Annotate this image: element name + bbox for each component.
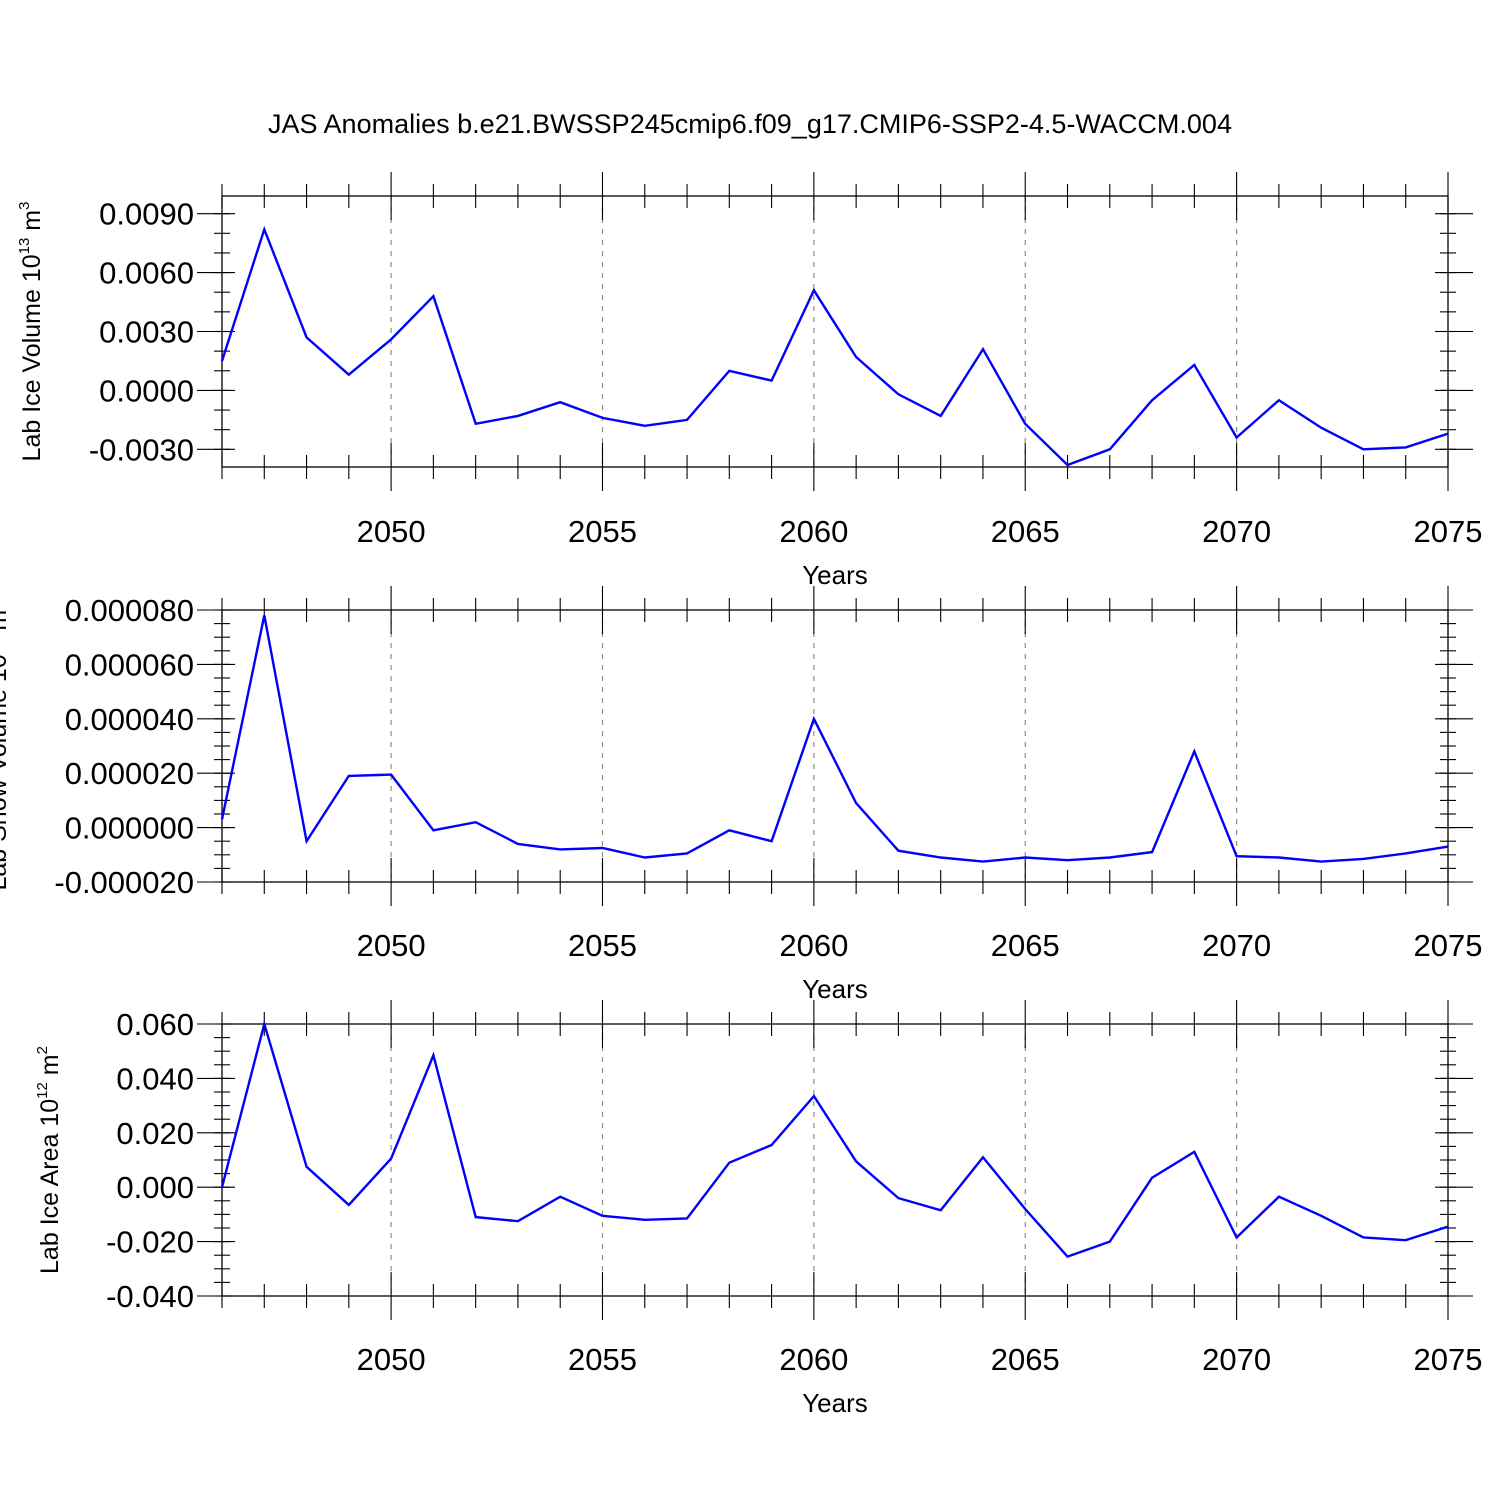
x-tick-label: 2065 bbox=[991, 1342, 1060, 1377]
plot-frame bbox=[221, 1023, 1449, 1297]
x-tick-label: 2055 bbox=[568, 514, 637, 549]
x-tick-label: 2065 bbox=[991, 514, 1060, 549]
y-axis-title: Lab Ice Volume 1013 m3 bbox=[16, 202, 46, 462]
panel-1: -0.0030 0.0000 0.0030 0.0060 0.0090 2050 2055 2… bbox=[16, 172, 1482, 590]
y-axis-title: Lab Snow Volume 1013 m3 bbox=[0, 601, 12, 890]
panels-container: -0.0030 0.0000 0.0030 0.0060 0.0090 2050 2055 2… bbox=[0, 172, 1482, 1418]
y-tick-label: -0.0030 bbox=[89, 432, 194, 467]
y-tick-label: 0.060 bbox=[116, 1007, 194, 1042]
y-axis-title-text: Lab Ice Volume 10 bbox=[18, 254, 46, 461]
x-tick-label: 2050 bbox=[357, 514, 426, 549]
y-tick-label: 0.000000 bbox=[65, 811, 194, 846]
x-tick-label: 2055 bbox=[568, 928, 637, 963]
y-tick-label: 0.0090 bbox=[99, 197, 194, 232]
y-tick-label: 0.020 bbox=[116, 1116, 194, 1151]
y-axis-title-unit-exponent: 3 bbox=[16, 202, 33, 210]
chart-title: JAS Anomalies b.e21.BWSSP245cmip6.f09_g1… bbox=[268, 109, 1232, 139]
x-tick-label: 2070 bbox=[1202, 514, 1271, 549]
y-axis-title-exponent: 13 bbox=[16, 238, 33, 255]
x-tick-label: 2050 bbox=[357, 928, 426, 963]
y-tick-label: 0.000 bbox=[116, 1170, 194, 1205]
y-axis-title-unit: m bbox=[36, 1054, 64, 1082]
y-axis-title-unit: m bbox=[18, 210, 46, 238]
plot-frame bbox=[221, 195, 1449, 468]
x-tick-label: 2075 bbox=[1414, 1342, 1483, 1377]
y-tick-label: 0.000040 bbox=[65, 702, 194, 737]
y-axis-title-exponent: 12 bbox=[34, 1082, 51, 1099]
y-axis-title-text: Lab Snow Volume 10 bbox=[0, 654, 12, 890]
x-tick-label: 2060 bbox=[779, 514, 848, 549]
series-line bbox=[220, 225, 1449, 467]
plot-frame bbox=[221, 609, 1449, 883]
panel-2: -0.000020 0.000000 0.000020 0.000040 0.00006… bbox=[0, 586, 1482, 1004]
x-axis-title: Years bbox=[802, 560, 868, 590]
x-tick-label: 2050 bbox=[357, 1342, 426, 1377]
x-tick-label: 2060 bbox=[779, 1342, 848, 1377]
y-axis-title-text: Lab Ice Area 10 bbox=[36, 1099, 64, 1274]
y-tick-label: 0.0060 bbox=[99, 256, 194, 291]
y-tick-label: 0.000020 bbox=[65, 756, 194, 791]
series-line bbox=[220, 1019, 1449, 1259]
x-axis-title: Years bbox=[802, 974, 868, 1004]
y-tick-label: -0.000020 bbox=[54, 865, 194, 900]
panel-3: -0.040 -0.020 0.000 0.020 0.040 0.060 2050 2055… bbox=[34, 1000, 1482, 1418]
y-tick-label: 0.0030 bbox=[99, 315, 194, 350]
y-tick-label: 0.040 bbox=[116, 1061, 194, 1096]
x-tick-label: 2060 bbox=[779, 928, 848, 963]
x-tick-label: 2070 bbox=[1202, 928, 1271, 963]
x-axis-title: Years bbox=[802, 1388, 868, 1418]
x-tick-label: 2070 bbox=[1202, 1342, 1271, 1377]
y-tick-label: 0.000060 bbox=[65, 647, 194, 682]
y-tick-label: -0.020 bbox=[106, 1225, 194, 1260]
y-tick-label: 0.000080 bbox=[65, 593, 194, 628]
y-tick-label: -0.040 bbox=[106, 1279, 194, 1314]
y-axis-title-unit: m bbox=[0, 610, 12, 638]
x-tick-label: 2075 bbox=[1414, 928, 1483, 963]
y-tick-label: 0.0000 bbox=[99, 373, 194, 408]
x-tick-label: 2075 bbox=[1414, 514, 1483, 549]
x-tick-label: 2065 bbox=[991, 928, 1060, 963]
y-axis-title-unit-exponent: 2 bbox=[34, 1046, 51, 1054]
series-line bbox=[220, 615, 1449, 863]
x-tick-label: 2055 bbox=[568, 1342, 637, 1377]
y-axis-title: Lab Ice Area 1012 m2 bbox=[34, 1046, 64, 1274]
